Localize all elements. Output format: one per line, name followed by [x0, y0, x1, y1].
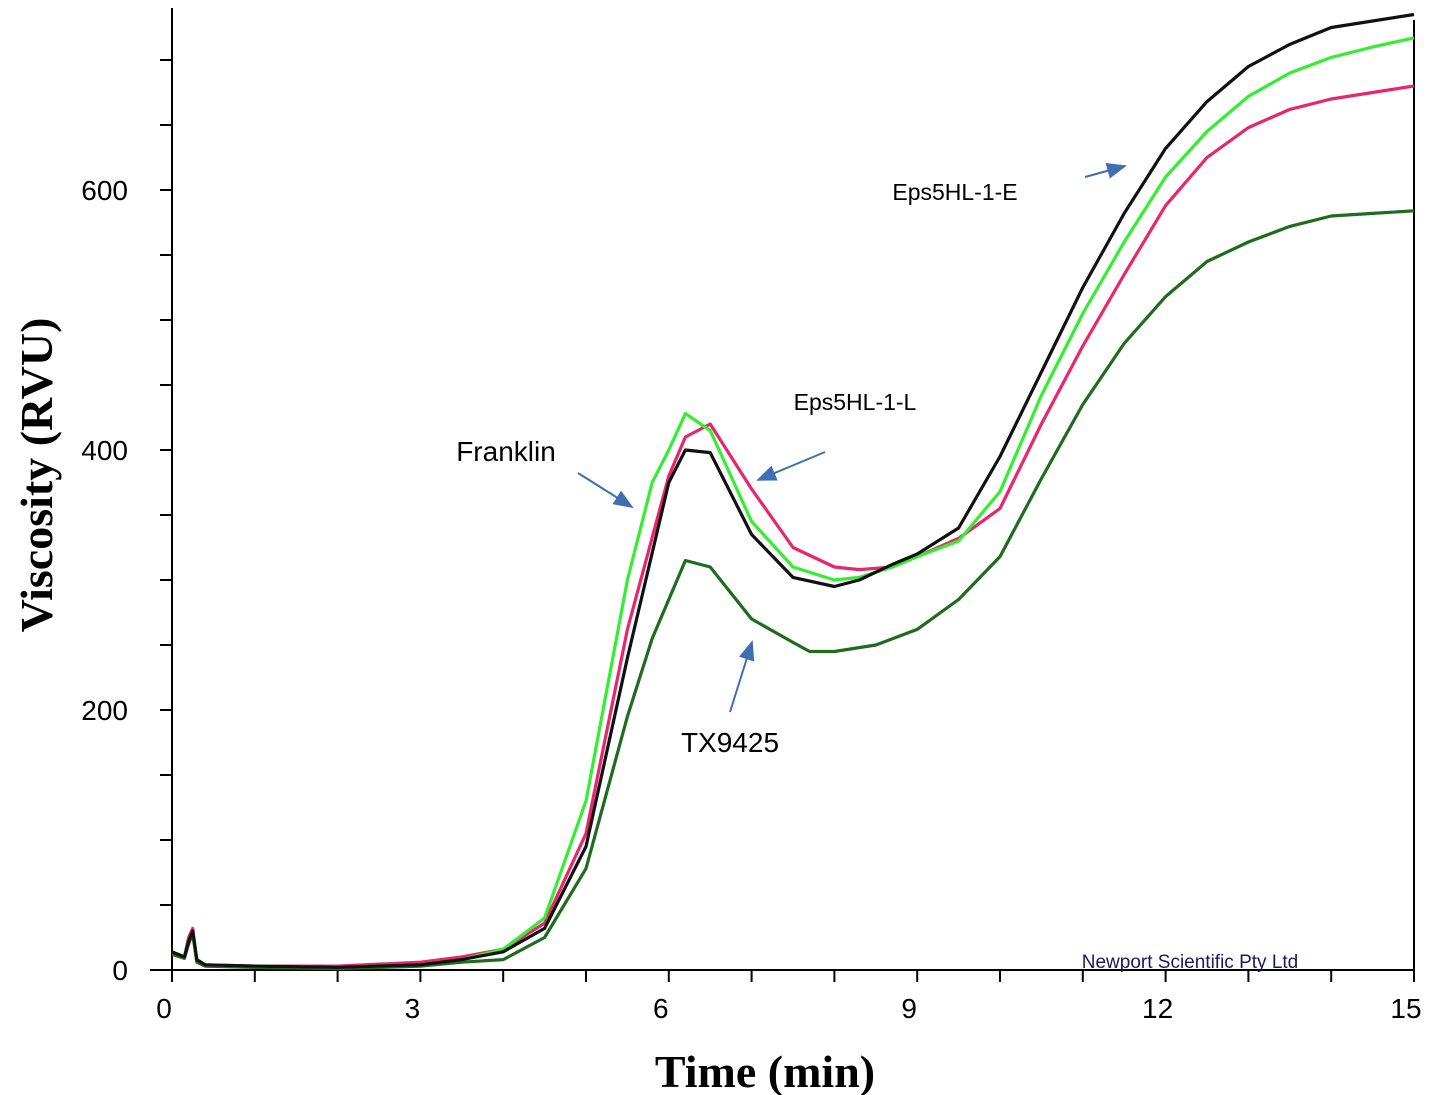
x-tick-label: 12 — [1142, 993, 1173, 1024]
annotation-arrow — [756, 451, 826, 481]
x-tick-label: 6 — [653, 993, 669, 1024]
y-ticks: 0 200 400 600 — [81, 59, 172, 986]
y-tick-label: 600 — [81, 175, 128, 206]
y-tick-label: 400 — [81, 435, 128, 466]
x-tick-label: 0 — [156, 993, 172, 1024]
chart-axes — [150, 8, 1415, 971]
y-tick-label: 0 — [112, 955, 128, 986]
series-line-eps5hl-1-e — [171, 12, 1415, 969]
annotation-label: TX9425 — [681, 727, 779, 758]
x-tick-label: 9 — [901, 993, 917, 1024]
series-layer — [171, 12, 1415, 971]
x-axis-title: Time (min) — [655, 1046, 875, 1095]
x-tick-label: 15 — [1390, 993, 1421, 1024]
series-line-eps5hl-1-l — [171, 84, 1415, 968]
annotation-arrow — [729, 640, 755, 713]
x-ticks: 0 3 6 9 12 15 — [156, 970, 1422, 1024]
annotation-arrow — [1084, 163, 1127, 179]
annotation-label: Franklin — [456, 436, 556, 467]
x-tick-label: 3 — [405, 993, 421, 1024]
watermark-text: Newport Scientific Pty Ltd — [1082, 952, 1298, 973]
annotation-arrow — [577, 472, 634, 509]
y-tick-label: 200 — [81, 695, 128, 726]
annotation-label: Eps5HL-1-E — [892, 179, 1017, 205]
annotation-label: Eps5HL-1-L — [794, 389, 917, 415]
y-axis-title: Viscosity (RVU) — [11, 318, 62, 633]
series-line-tx9425 — [171, 209, 1415, 971]
annotations-layer: Eps5HL-1-E Eps5HL-1-L Franklin TX9425 — [456, 163, 1127, 758]
series-line-franklin — [171, 36, 1415, 969]
